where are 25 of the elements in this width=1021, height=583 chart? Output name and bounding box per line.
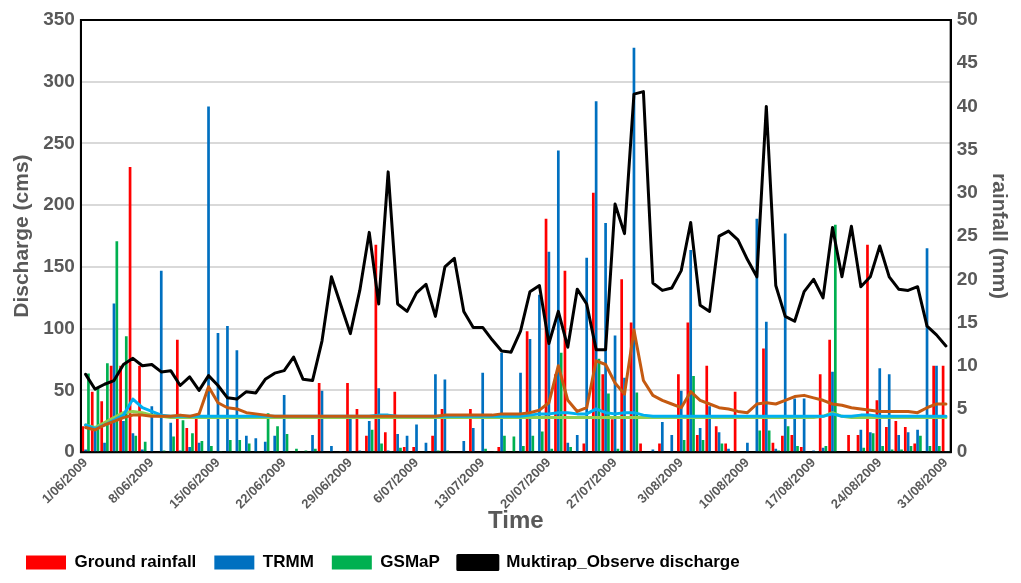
y2-tick-label: 30 <box>956 181 978 203</box>
y2-tick-label: 10 <box>956 353 978 375</box>
y2-tick-label: 0 <box>956 440 968 462</box>
y2-tick-label: 20 <box>956 267 978 289</box>
y-tick-label: 50 <box>53 378 75 400</box>
y2-tick-label: 15 <box>956 310 979 332</box>
y-tick-label: 250 <box>43 131 75 153</box>
y2-tick-label: 40 <box>956 94 978 116</box>
y-tick-label: 150 <box>43 255 75 277</box>
y-tick-label: 300 <box>43 69 75 91</box>
legend-label: Muktirap_Observe discharge <box>506 552 740 572</box>
y-tick-label: 0 <box>64 440 75 462</box>
y2-tick-label: 25 <box>956 224 979 246</box>
y2-tick-label: 50 <box>956 8 978 30</box>
y-tick-label: 100 <box>43 316 75 338</box>
legend-label: Ground rainfall <box>74 552 197 572</box>
y2-tick-label: 5 <box>956 397 968 419</box>
y2-tick-label: 45 <box>956 51 979 73</box>
legend-label: GSMaP <box>380 552 440 572</box>
y-tick-label: 200 <box>43 193 75 215</box>
legend-label: TRMM <box>262 552 314 572</box>
y-tick-label: 350 <box>43 8 75 30</box>
y-axis-title: Discharge (cms) <box>9 154 33 318</box>
y2-tick-label: 35 <box>956 137 979 159</box>
y2-axis-title: rainfall (mm) <box>988 173 1012 300</box>
